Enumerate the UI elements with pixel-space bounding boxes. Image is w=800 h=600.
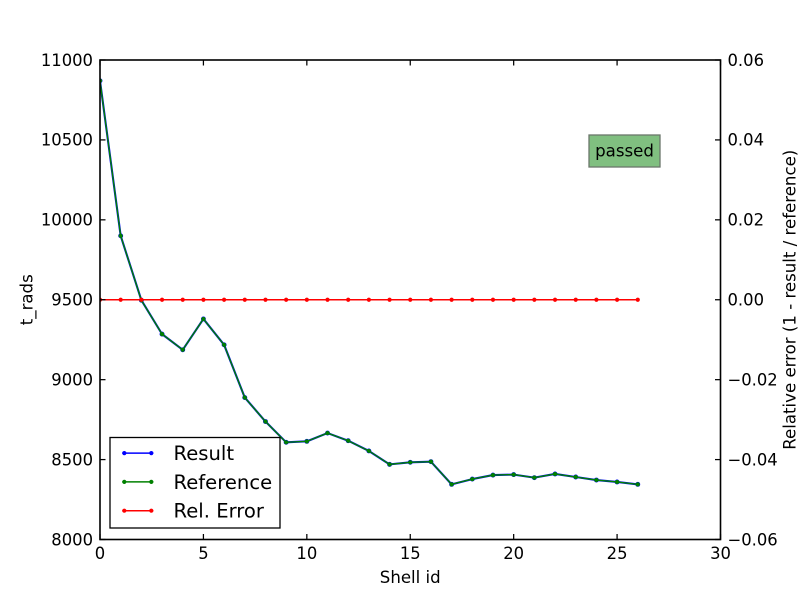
- y-axis-label-right: Relative error (1 - result / reference): [780, 150, 799, 450]
- legend-marker: [149, 508, 154, 513]
- tick-label: 10000: [41, 211, 93, 230]
- legend-label: Reference: [174, 471, 273, 494]
- legend-label: Result: [174, 442, 235, 465]
- tick-label: 0.06: [728, 51, 765, 70]
- legend-marker: [149, 479, 154, 484]
- tick-label: 9500: [51, 291, 93, 310]
- legend-marker: [122, 479, 127, 484]
- tick-label: 9000: [51, 370, 93, 389]
- legend-entry-rel-error: Rel. Error: [122, 500, 265, 523]
- tick-label: 25: [607, 544, 628, 563]
- tick-label: 0.02: [728, 211, 765, 230]
- series-rel-error: [100, 297, 640, 302]
- legend: Result Reference Rel. Error: [109, 436, 281, 529]
- axis-tick-labels: 0 5 10 15 20 25 30 8000 8500 9000 9500 10000 10500 11…: [41, 51, 778, 563]
- tick-label: 0.00: [728, 291, 765, 310]
- status-badge-box: [588, 134, 661, 168]
- tick-label: −0.06: [728, 530, 778, 549]
- legend-marker: [122, 508, 127, 513]
- y-axis-label-left: t_rads: [17, 274, 37, 325]
- status-badge-text: passed: [595, 142, 654, 161]
- tick-label: 11000: [41, 51, 93, 70]
- axis-ticks: [99, 59, 722, 541]
- tick-label: 0.04: [728, 131, 765, 150]
- tick-label: 8500: [51, 450, 93, 469]
- legend-marker: [149, 451, 154, 456]
- legend-entry-result: Result: [122, 442, 234, 465]
- legend-entry-reference: Reference: [122, 471, 272, 494]
- tick-label: 10: [296, 544, 317, 563]
- x-axis-label: Shell id: [380, 568, 441, 587]
- tick-label: −0.02: [728, 370, 778, 389]
- series-result: [100, 78, 641, 487]
- tick-label: 10500: [41, 131, 93, 150]
- legend-label: Rel. Error: [174, 500, 265, 523]
- tick-label: −0.04: [728, 450, 778, 469]
- tick-label: 5: [198, 544, 208, 563]
- series-reference: [100, 78, 640, 487]
- tick-label: 8000: [51, 530, 93, 549]
- legend-entries: Result Reference Rel. Error: [122, 442, 272, 523]
- tick-label: 30: [710, 544, 731, 563]
- plot-series: [100, 78, 641, 487]
- tick-label: 0: [95, 544, 105, 563]
- status-badge: passed: [588, 134, 661, 168]
- tick-label: 20: [503, 544, 524, 563]
- tick-label: 15: [400, 544, 421, 563]
- legend-marker: [122, 451, 127, 456]
